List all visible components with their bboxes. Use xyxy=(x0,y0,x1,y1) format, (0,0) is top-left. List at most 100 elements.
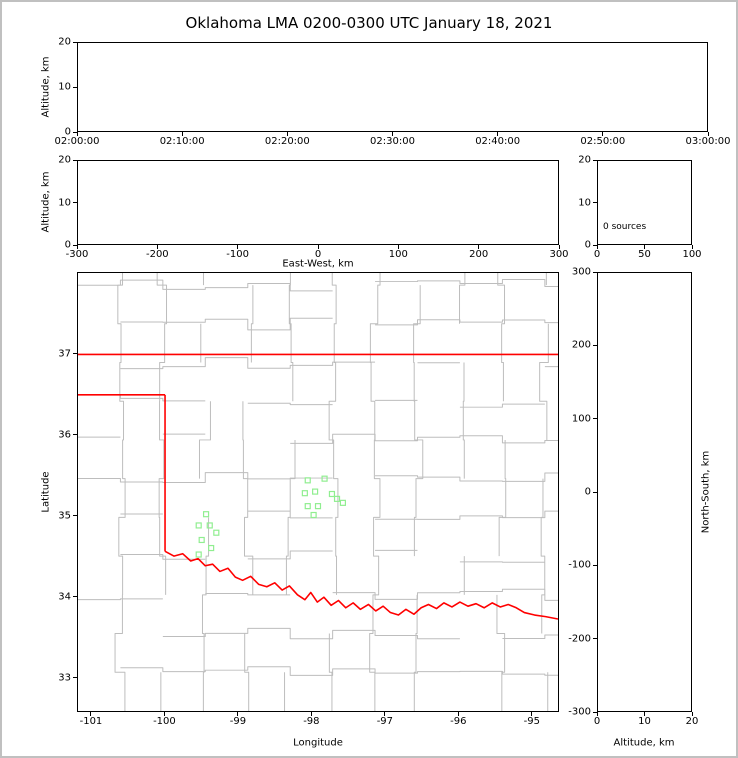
panel-altitude-histogram: 0 sources xyxy=(597,160,692,245)
tick-label: 20 xyxy=(685,716,699,727)
tick-mark xyxy=(181,132,183,136)
tick-mark xyxy=(237,245,239,249)
tick-label: 0 xyxy=(584,239,591,251)
sources-count-label: 0 sources xyxy=(603,222,647,232)
panel-plan-view-map xyxy=(77,272,559,712)
tick-mark xyxy=(76,132,78,136)
tick-mark xyxy=(593,202,597,203)
lma-station-marker xyxy=(195,522,202,529)
tick-label: 02:50:00 xyxy=(580,136,626,147)
axis-label-ns-altitude: Altitude, km xyxy=(613,737,675,749)
tick-label: 33 xyxy=(58,672,71,684)
lma-station-marker xyxy=(328,490,336,498)
lma-station-marker xyxy=(206,522,213,529)
tick-mark xyxy=(73,159,77,161)
tick-mark xyxy=(707,132,709,136)
tick-label: -97 xyxy=(376,716,394,727)
tick-mark xyxy=(593,711,597,713)
tick-mark xyxy=(73,202,77,203)
lma-station-marker xyxy=(301,490,308,497)
tick-mark xyxy=(593,344,597,346)
map-canvas xyxy=(78,273,558,711)
tick-mark xyxy=(593,638,597,640)
tick-label: 10 xyxy=(578,197,591,208)
tick-label: 37 xyxy=(58,348,71,360)
tick-label: 03:00:00 xyxy=(685,136,731,147)
lma-station-marker xyxy=(213,529,220,536)
tick-label: 35 xyxy=(58,510,71,522)
tick-mark xyxy=(317,245,319,249)
tick-label: 02:10:00 xyxy=(159,136,205,147)
tick-mark xyxy=(73,596,77,598)
axis-label-time-altitude: Altitude, km xyxy=(40,56,52,118)
tick-label: -100 xyxy=(153,716,176,727)
tick-mark xyxy=(73,41,77,43)
tick-label: 300 xyxy=(549,249,569,260)
tick-label: 10 xyxy=(58,197,71,208)
tick-label: -300 xyxy=(65,249,89,260)
chart-title: Oklahoma LMA 0200-0300 UTC January 18, 2… xyxy=(185,14,553,32)
tick-mark xyxy=(644,245,645,249)
tick-label: -101 xyxy=(79,716,103,727)
tick-label: -95 xyxy=(523,716,540,727)
tick-label: -99 xyxy=(229,716,247,727)
tick-mark xyxy=(457,712,459,716)
lma-station-marker xyxy=(208,544,215,552)
tick-label: 34 xyxy=(58,591,71,603)
tick-label: -200 xyxy=(568,633,591,645)
tick-label: 20 xyxy=(578,154,591,166)
tick-label: 20 xyxy=(58,36,71,48)
tick-label: 0 xyxy=(584,486,591,498)
tick-mark xyxy=(593,159,597,161)
tick-mark xyxy=(691,245,693,249)
tick-label: 0 xyxy=(64,239,71,251)
tick-label: 02:30:00 xyxy=(370,136,415,147)
tick-label: 02:20:00 xyxy=(264,136,310,147)
tick-label: 0 xyxy=(64,126,71,138)
tick-label: -100 xyxy=(226,249,250,260)
panel-time-height xyxy=(77,42,708,132)
tick-label: 100 xyxy=(682,249,702,260)
axis-label-ew-altitude: Altitude, km xyxy=(40,171,52,233)
tick-mark xyxy=(286,132,288,136)
tick-mark xyxy=(156,245,158,249)
tick-mark xyxy=(478,245,480,249)
tick-label: 200 xyxy=(571,339,591,351)
axis-label-longitude: Longitude xyxy=(293,737,343,749)
tick-mark xyxy=(163,712,165,716)
lma-station-marker xyxy=(304,477,311,484)
lma-station-marker xyxy=(198,536,205,544)
tick-mark xyxy=(73,434,77,436)
tick-mark xyxy=(310,712,312,716)
tick-mark xyxy=(593,491,597,493)
tick-mark xyxy=(596,245,598,249)
panel-north-south-height xyxy=(597,272,692,712)
tick-label: 300 xyxy=(571,266,591,278)
tick-mark xyxy=(497,132,499,136)
tick-label: 200 xyxy=(469,249,489,260)
county-lines xyxy=(78,273,558,711)
tick-label: 0 xyxy=(314,249,322,260)
tick-label: -100 xyxy=(568,559,591,571)
red-river-border xyxy=(164,550,558,620)
tick-mark xyxy=(593,271,597,273)
tick-mark xyxy=(531,712,533,716)
tick-mark xyxy=(73,86,77,88)
lma-station-marker xyxy=(202,511,210,518)
tick-mark xyxy=(237,712,239,716)
tick-label: 50 xyxy=(638,249,651,260)
lma-station-marker xyxy=(339,499,346,506)
tick-label: -300 xyxy=(568,706,591,718)
tick-label: 10 xyxy=(638,716,651,727)
tick-mark xyxy=(558,245,560,249)
axis-label-latitude: Latitude xyxy=(40,471,52,513)
tick-mark xyxy=(596,712,598,716)
lma-station-marker xyxy=(304,503,311,510)
axis-label-north-south: North-South, km xyxy=(700,450,712,534)
tick-mark xyxy=(593,418,597,420)
lma-station-marker xyxy=(314,503,322,510)
tick-label: 20 xyxy=(58,154,71,166)
axis-label-east-west: East-West, km xyxy=(282,258,354,270)
tick-mark xyxy=(392,132,393,136)
